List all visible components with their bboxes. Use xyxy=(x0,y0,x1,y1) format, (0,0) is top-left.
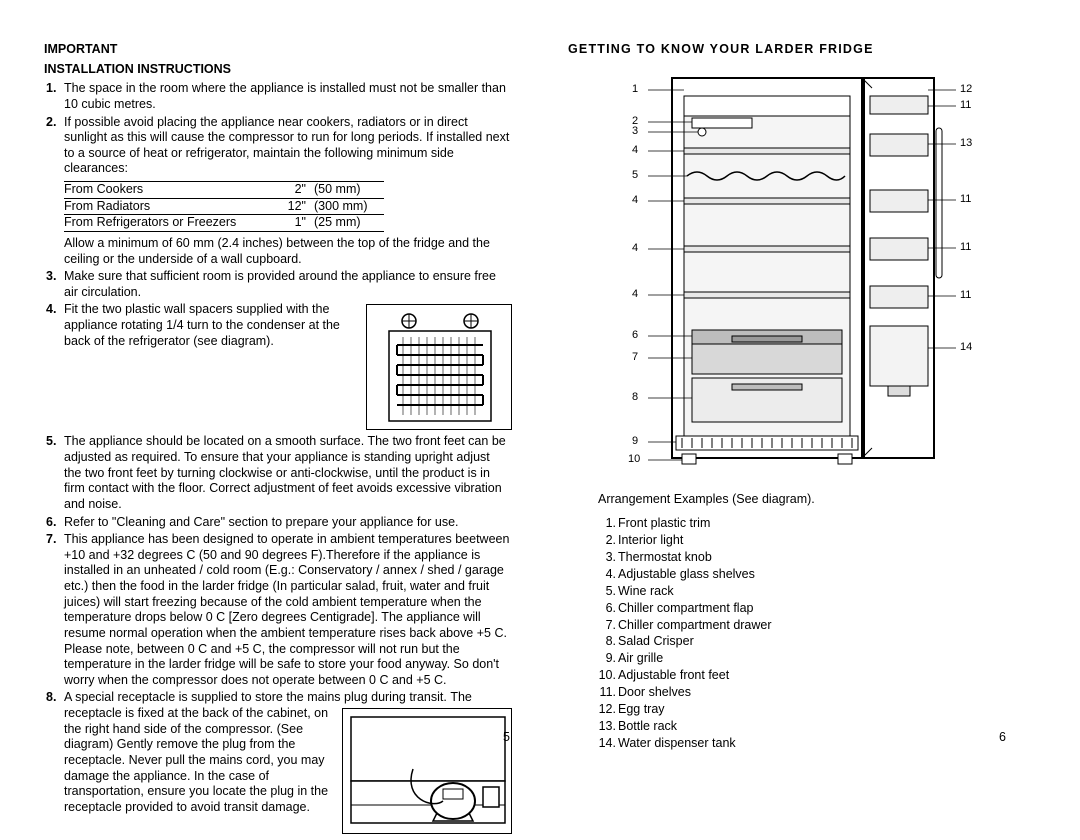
instr-3: Make sure that sufficient room is provid… xyxy=(64,269,496,299)
fridge-diagram: 1 2 3 4 5 4 4 4 6 7 8 9 10 12 11 13 11 1… xyxy=(592,68,1012,480)
callout-r-3: 13 xyxy=(960,138,972,149)
callout-r-1: 12 xyxy=(960,84,972,95)
callout-r-6: 11 xyxy=(960,290,971,301)
callout-r-2: 11 xyxy=(960,100,971,111)
callout-l-12: 9 xyxy=(632,436,638,447)
compressor-diagram xyxy=(342,708,512,834)
instr-1: The space in the room where the applianc… xyxy=(64,81,506,111)
callout-l-5: 5 xyxy=(632,170,638,181)
callout-r-4: 11 xyxy=(960,194,971,205)
instr-8: A special receptacle is supplied to stor… xyxy=(64,690,447,704)
callout-l-6: 4 xyxy=(632,195,638,206)
callout-l-1: 1 xyxy=(632,84,638,95)
arrangement-note: Arrangement Examples (See diagram). xyxy=(598,492,1036,508)
page-number-right: 6 xyxy=(999,730,1006,746)
parts-list: 1.Front plastic trim 2.Interior light 3.… xyxy=(568,515,1036,751)
callout-l-4: 4 xyxy=(632,145,638,156)
instr-4: Fit the two plastic wall spacers supplie… xyxy=(64,302,340,347)
callout-l-8: 4 xyxy=(632,289,638,300)
callout-l-11: 8 xyxy=(632,392,638,403)
callout-l-7: 4 xyxy=(632,243,638,254)
instr-2b: Allow a minimum of 60 mm (2.4 inches) be… xyxy=(64,236,490,266)
instruction-list: 1. The space in the room where the appli… xyxy=(44,81,512,836)
instr-6: Refer to "Cleaning and Care" section to … xyxy=(64,515,459,529)
instr-7: This appliance has been designed to oper… xyxy=(64,532,509,687)
heading-install: INSTALLATION INSTRUCTIONS xyxy=(44,62,512,78)
callout-r-5: 11 xyxy=(960,242,971,253)
condenser-diagram xyxy=(366,304,512,430)
instr-5: The appliance should be located on a smo… xyxy=(64,434,506,464)
callout-l-13: 10 xyxy=(628,454,640,465)
instr-5b: the two front feet by turning clockwise … xyxy=(64,466,502,511)
page-number-left: 5 xyxy=(503,730,510,746)
callout-l-10: 7 xyxy=(632,352,638,363)
heading-getting-to-know: GETTING TO KNOW YOUR LARDER FRIDGE xyxy=(568,42,1036,58)
callout-r-7: 14 xyxy=(960,342,972,353)
heading-important: IMPORTANT xyxy=(44,42,512,58)
instr-2: If possible avoid placing the appliance … xyxy=(64,115,509,176)
clearance-table: From Cookers 2" (50 mm) From Radiators 1… xyxy=(64,181,384,232)
left-page: IMPORTANT INSTALLATION INSTRUCTIONS 1. T… xyxy=(44,42,540,754)
right-page: GETTING TO KNOW YOUR LARDER FRIDGE xyxy=(540,42,1036,754)
callout-l-3: 3 xyxy=(632,126,638,137)
callout-l-9: 6 xyxy=(632,330,638,341)
